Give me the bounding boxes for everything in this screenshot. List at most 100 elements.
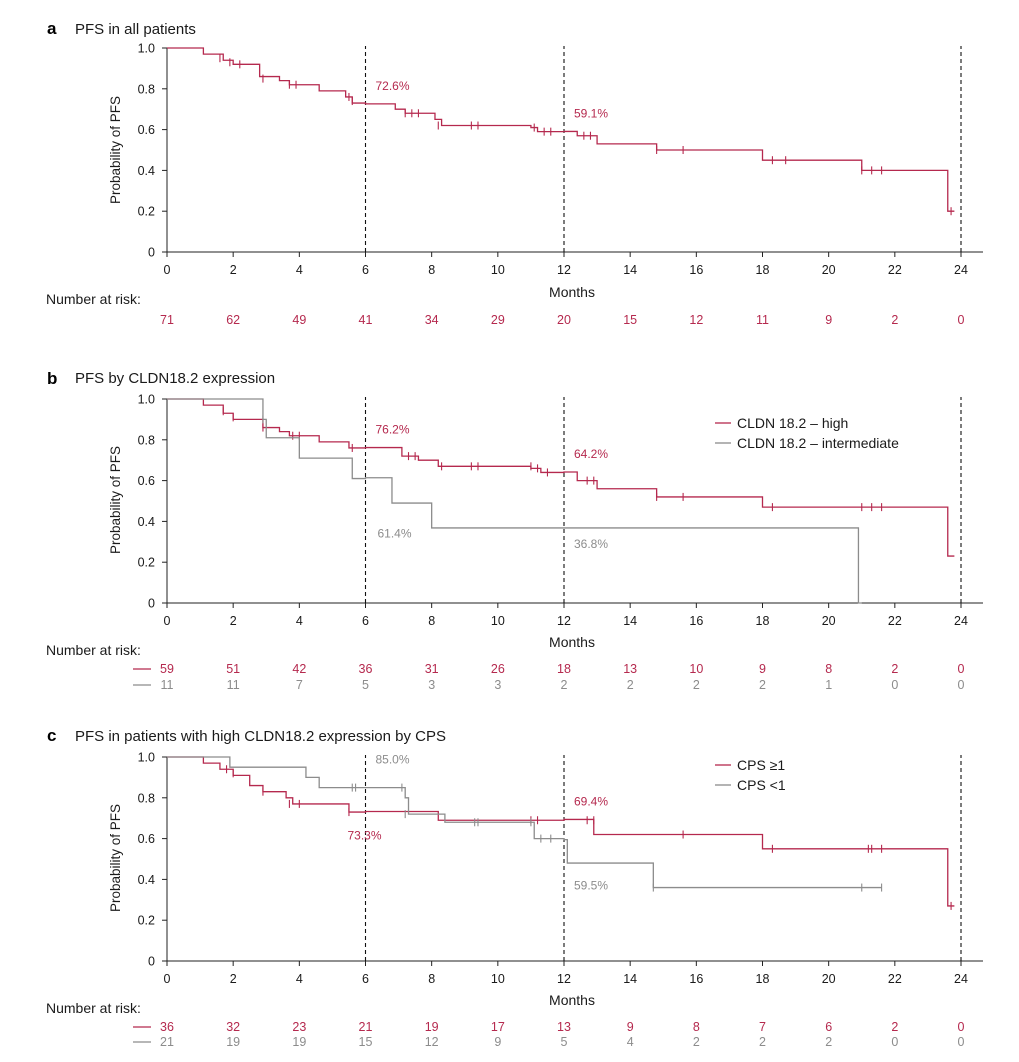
panel-c-y-tick-label: 1.0 (138, 751, 155, 765)
panel-b-ylabel: Probability of PFS (108, 446, 123, 554)
panel-c-risk-value: 32 (226, 1020, 240, 1034)
panel-a-xlabel: Months (549, 284, 595, 300)
panel-c-risk-value: 8 (693, 1020, 700, 1034)
panel-c-x-tick-label: 2 (230, 972, 237, 986)
panel-a-risk-value: 29 (491, 313, 505, 327)
panel-b-x-tick-label: 8 (428, 614, 435, 628)
panel-c-y-tick-label: 0.4 (138, 873, 155, 887)
panel-c-x-tick-label: 20 (822, 972, 836, 986)
panel-c-risk-value: 4 (627, 1035, 634, 1049)
panel-b-risk-value: 2 (627, 678, 634, 692)
panel-c-x-tick-label: 12 (557, 972, 571, 986)
panel-c-x-tick-label: 10 (491, 972, 505, 986)
panel-c-risk-value: 2 (759, 1035, 766, 1049)
panel-c-risk-value: 0 (891, 1035, 898, 1049)
panel-a-risk-value: 62 (226, 313, 240, 327)
panel-c-risk-value: 17 (491, 1020, 505, 1034)
panel-c-risk-value: 9 (494, 1035, 501, 1049)
panel-a-x-tick-label: 18 (756, 263, 770, 277)
panel-b-y-tick-label: 0.2 (138, 556, 155, 570)
panel-c-risk-value: 15 (359, 1035, 373, 1049)
panel-b-risk-value: 18 (557, 662, 571, 676)
panel-b-risk-value: 2 (693, 678, 700, 692)
panel-b-x-tick-label: 16 (689, 614, 703, 628)
panel-b-y-tick-label: 0.6 (138, 474, 155, 488)
panel-c-risk-value: 13 (557, 1020, 571, 1034)
panel-c-risk-value: 19 (292, 1035, 306, 1049)
panel-a-risk-value: 15 (623, 313, 637, 327)
panel-c-x-tick-label: 16 (689, 972, 703, 986)
panel-c-survival-label: 85.0% (376, 753, 410, 767)
panel-c-title: PFS in patients with high CLDN18.2 expre… (75, 728, 446, 745)
panel-b-risk-value: 2 (759, 678, 766, 692)
panel-c-risk-value: 6 (825, 1020, 832, 1034)
panel-a-risk-value: 12 (689, 313, 703, 327)
panel-a-y-tick-label: 0.4 (138, 164, 155, 178)
panel-c-risk-value: 12 (425, 1035, 439, 1049)
panel-a-ylabel: Probability of PFS (108, 96, 123, 204)
panel-c-survival-label: 73.3% (348, 828, 382, 842)
panel-b-risk-value: 3 (428, 678, 435, 692)
panel-a-y-tick-label: 0 (148, 246, 155, 260)
panel-a-x-tick-label: 20 (822, 263, 836, 277)
panel-b-risk-value: 3 (494, 678, 501, 692)
panel-a-risk-value: 2 (891, 313, 898, 327)
panel-b-x-tick-label: 20 (822, 614, 836, 628)
panel-b-risk-value: 8 (825, 662, 832, 676)
panel-b-x-tick-label: 10 (491, 614, 505, 628)
panel-b-risk-value: 51 (226, 662, 240, 676)
panel-b-risk-value: 26 (491, 662, 505, 676)
panel-b-letter: b (47, 369, 57, 388)
panel-c-risk-value: 2 (891, 1020, 898, 1034)
panel-b-risk-value: 59 (160, 662, 174, 676)
panel-a-risk-value: 20 (557, 313, 571, 327)
panel-c-risk-value: 7 (759, 1020, 766, 1034)
panel-c-risk-value: 21 (359, 1020, 373, 1034)
panel-b-x-tick-label: 14 (623, 614, 637, 628)
panel-c-curve-1 (167, 756, 882, 889)
panel-c-risk-value: 2 (825, 1035, 832, 1049)
panel-b-risk-value: 9 (759, 662, 766, 676)
panel-a-risk-label: Number at risk: (46, 291, 141, 307)
panel-c-risk-value: 5 (561, 1035, 568, 1049)
panel-c-risk-value: 36 (160, 1020, 174, 1034)
panel-a-x-tick-label: 22 (888, 263, 902, 277)
panel-b-risk-value: 31 (425, 662, 439, 676)
panel-a-risk-value: 49 (292, 313, 306, 327)
panel-b-x-tick-label: 0 (164, 614, 171, 628)
panel-b-xlabel: Months (549, 634, 595, 650)
panel-a-x-tick-label: 16 (689, 263, 703, 277)
panel-a-y-tick-label: 1.0 (138, 42, 155, 56)
panel-b-survival-label: 61.4% (378, 527, 412, 541)
panel-c-x-tick-label: 18 (756, 972, 770, 986)
panel-b-risk-value: 0 (958, 678, 965, 692)
panel-a-x-tick-label: 24 (954, 263, 968, 277)
panel-c-x-tick-label: 0 (164, 972, 171, 986)
panel-a-x-tick-label: 12 (557, 263, 571, 277)
panel-b-x-tick-label: 2 (230, 614, 237, 628)
panel-c-legend-label: CPS <1 (737, 777, 786, 793)
panel-c-risk-value: 0 (958, 1035, 965, 1049)
panel-a-x-tick-label: 2 (230, 263, 237, 277)
panel-b-risk-value: 2 (561, 678, 568, 692)
panel-c-risk-value: 19 (425, 1020, 439, 1034)
panel-b-risk-value: 0 (958, 662, 965, 676)
panel-a-plot: 0 2 4 6 8 10 12 14 16 18 20 22 2400.20.40.60.81.072.… (138, 42, 983, 327)
panel-b-x-tick-label: 12 (557, 614, 571, 628)
panel-b-curve-1 (167, 398, 862, 604)
panel-a-letter: a (47, 19, 57, 38)
panel-b-x-tick-label: 4 (296, 614, 303, 628)
panel-a-risk-value: 9 (825, 313, 832, 327)
panel-b-risk-value: 10 (689, 662, 703, 676)
panel-b-risk-value: 36 (359, 662, 373, 676)
panel-c: c PFS in patients with high CLDN18.2 exp… (46, 726, 983, 1049)
panel-c-risk-value: 0 (958, 1020, 965, 1034)
panel-c-y-tick-label: 0 (148, 955, 155, 969)
panel-a-x-tick-label: 14 (623, 263, 637, 277)
panel-b-risk-value: 5 (362, 678, 369, 692)
panel-b: b PFS by CLDN18.2 expression Probability… (46, 369, 983, 692)
panel-b-risk-value: 11 (161, 678, 174, 692)
panel-c-risk-value: 2 (693, 1035, 700, 1049)
panel-c-x-tick-label: 6 (362, 972, 369, 986)
